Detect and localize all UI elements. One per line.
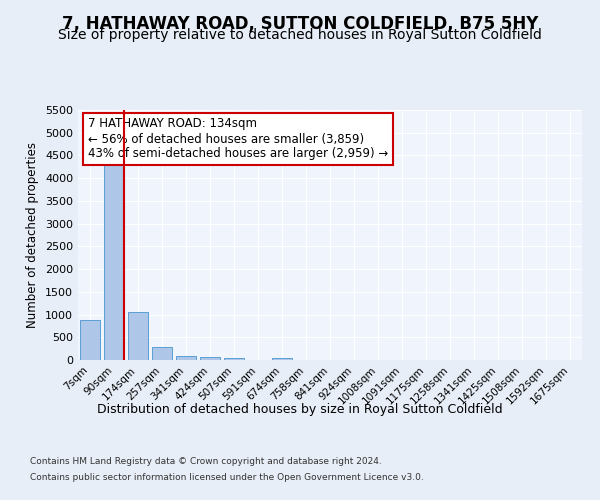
Text: 7 HATHAWAY ROAD: 134sqm
← 56% of detached houses are smaller (3,859)
43% of semi: 7 HATHAWAY ROAD: 134sqm ← 56% of detache… [88, 118, 388, 160]
Bar [176, 356, 196, 360]
Text: Contains HM Land Registry data © Crown copyright and database right 2024.: Contains HM Land Registry data © Crown c… [30, 458, 382, 466]
Text: 7, HATHAWAY ROAD, SUTTON COLDFIELD, B75 5HY: 7, HATHAWAY ROAD, SUTTON COLDFIELD, B75 … [62, 15, 538, 33]
Bar [104, 152, 124, 360]
Y-axis label: Number of detached properties: Number of detached properties [26, 142, 40, 328]
Bar [80, 320, 100, 360]
Bar [272, 358, 292, 360]
Bar [224, 358, 244, 360]
Text: Contains public sector information licensed under the Open Government Licence v3: Contains public sector information licen… [30, 472, 424, 482]
Bar [200, 356, 220, 360]
Bar [128, 312, 148, 360]
Text: Size of property relative to detached houses in Royal Sutton Coldfield: Size of property relative to detached ho… [58, 28, 542, 42]
Bar [152, 348, 172, 360]
Text: Distribution of detached houses by size in Royal Sutton Coldfield: Distribution of detached houses by size … [97, 402, 503, 415]
